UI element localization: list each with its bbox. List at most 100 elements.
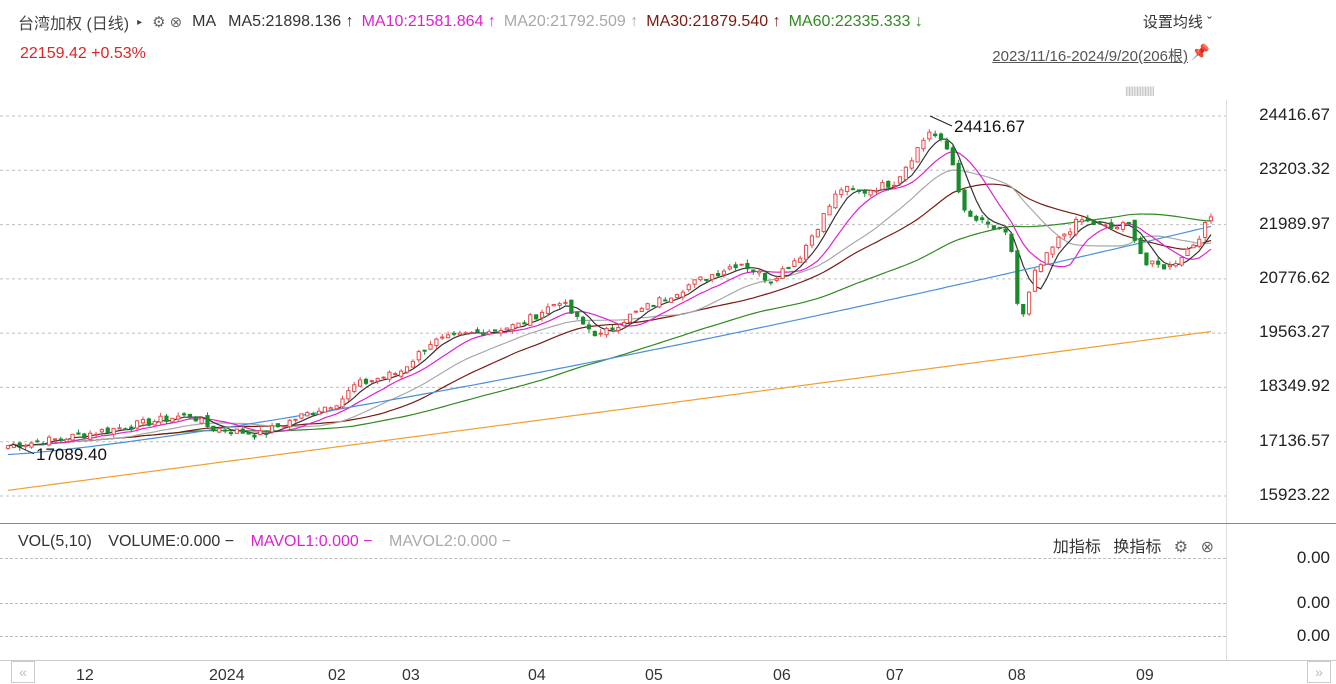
candle-body <box>575 311 580 317</box>
candle-body <box>381 376 386 379</box>
candle-body <box>1097 222 1102 225</box>
candle-body <box>475 329 480 333</box>
candle-body <box>997 226 1002 229</box>
annotation-arrow <box>929 115 953 127</box>
candle-body <box>921 139 926 150</box>
price-chart[interactable]: 24416.67 17089.40 <box>0 100 1226 523</box>
candle-body <box>522 322 527 325</box>
candle-body <box>751 269 756 273</box>
ma-values: MA5:21898.136 ↑ MA10:21581.864 ↑ MA20:2179… <box>228 13 931 31</box>
candle-body <box>833 193 838 209</box>
candle-body <box>346 390 351 400</box>
candle-body <box>539 311 545 319</box>
symbol-title[interactable]: 台湾加权 (日线) <box>18 16 130 33</box>
candle-body <box>481 332 486 336</box>
candle-body <box>762 272 768 281</box>
candle-body <box>140 419 146 424</box>
candle-body <box>580 316 586 325</box>
candle-body <box>258 430 263 436</box>
scroll-right-button[interactable]: » <box>1307 661 1331 683</box>
vol-title[interactable]: VOL(5,10) <box>18 533 92 550</box>
candle-body <box>1126 222 1131 225</box>
set-ma-button[interactable]: 设置均线 ˇ <box>1142 14 1212 31</box>
gear-icon[interactable]: ⚙ <box>1173 539 1189 556</box>
price-tick-label: 20776.62 <box>1259 267 1330 287</box>
candle-body <box>164 415 169 422</box>
gear-icon[interactable]: ⚙ <box>152 14 166 31</box>
moving-averages <box>7 138 1212 491</box>
candle-body <box>680 291 685 298</box>
candle-body <box>269 425 275 433</box>
candle-body <box>369 380 374 383</box>
annotation-label: 24416.67 <box>954 117 1025 136</box>
add-indicator-button[interactable]: 加指标 <box>1052 539 1101 556</box>
candle-body <box>35 440 40 443</box>
candle-body <box>305 411 310 417</box>
candle-body <box>434 338 439 346</box>
candle-body <box>780 268 785 279</box>
candle-body <box>721 270 727 276</box>
candle-body <box>534 314 539 320</box>
candle-body <box>1073 218 1079 235</box>
close-circle-icon[interactable]: ⊗ <box>169 14 183 31</box>
candle-body <box>117 427 122 430</box>
candle-body <box>463 332 468 335</box>
candle-body <box>927 131 932 140</box>
candle-body <box>23 444 28 448</box>
candle-body <box>1191 244 1196 249</box>
candle-body <box>1173 263 1178 267</box>
candle-body <box>633 310 639 313</box>
volume-axis-label: 0.00 <box>1296 593 1330 612</box>
date-range[interactable]: 2023/11/16-2024/9/20(206根) <box>992 48 1188 65</box>
candle-body <box>504 327 509 331</box>
price-tick-label: 23203.32 <box>1259 159 1330 179</box>
candle-body <box>686 284 691 291</box>
candle-body <box>839 189 844 196</box>
candle-body <box>639 307 644 312</box>
caret-right-icon[interactable]: ▸ <box>137 16 143 28</box>
candle-body <box>1085 218 1090 222</box>
candle-body <box>669 297 674 303</box>
candle-body <box>892 184 897 187</box>
candle-body <box>428 343 433 350</box>
candle-body <box>252 434 257 438</box>
candle-body <box>856 189 862 192</box>
candle-body <box>440 336 445 339</box>
candle-body <box>1038 264 1043 273</box>
pin-icon[interactable]: 📌 <box>1191 44 1210 61</box>
candle-body <box>657 297 662 308</box>
close-circle-icon[interactable]: ⊗ <box>1200 539 1214 556</box>
candle-body <box>316 410 322 415</box>
candle-body <box>845 185 850 192</box>
candle-body <box>827 205 832 216</box>
candle-body <box>1197 238 1202 247</box>
candle-body <box>909 160 914 169</box>
candle-body <box>352 384 357 392</box>
candle-body <box>1167 264 1173 268</box>
time-tick-label: 02 <box>328 667 346 684</box>
time-tick-label: 06 <box>773 667 791 684</box>
candle-body <box>868 190 873 196</box>
candle-body <box>1079 219 1084 223</box>
candle-body <box>903 166 908 180</box>
candle-body <box>82 433 87 439</box>
candle-body <box>586 324 592 330</box>
candle-body <box>422 349 427 352</box>
candle-body <box>176 415 181 420</box>
candle-body <box>322 406 327 413</box>
time-tick-label: 04 <box>528 667 546 684</box>
candle-body <box>733 264 738 269</box>
candle-body <box>158 415 163 423</box>
candle-body <box>105 427 110 434</box>
candle-body <box>199 417 204 424</box>
candle-body <box>874 190 879 193</box>
candle-body <box>1156 260 1161 265</box>
candle-body <box>1132 219 1137 241</box>
ma250-line <box>7 330 1212 491</box>
candle-body <box>821 213 826 233</box>
candle-body <box>980 217 985 221</box>
switch-indicator-button[interactable]: 换指标 <box>1113 539 1162 556</box>
time-tick-label: 07 <box>886 667 904 684</box>
zoom-bar-icon[interactable]: |||||||||||||||||| <box>1125 86 1155 97</box>
scroll-left-button[interactable]: « <box>11 661 35 683</box>
